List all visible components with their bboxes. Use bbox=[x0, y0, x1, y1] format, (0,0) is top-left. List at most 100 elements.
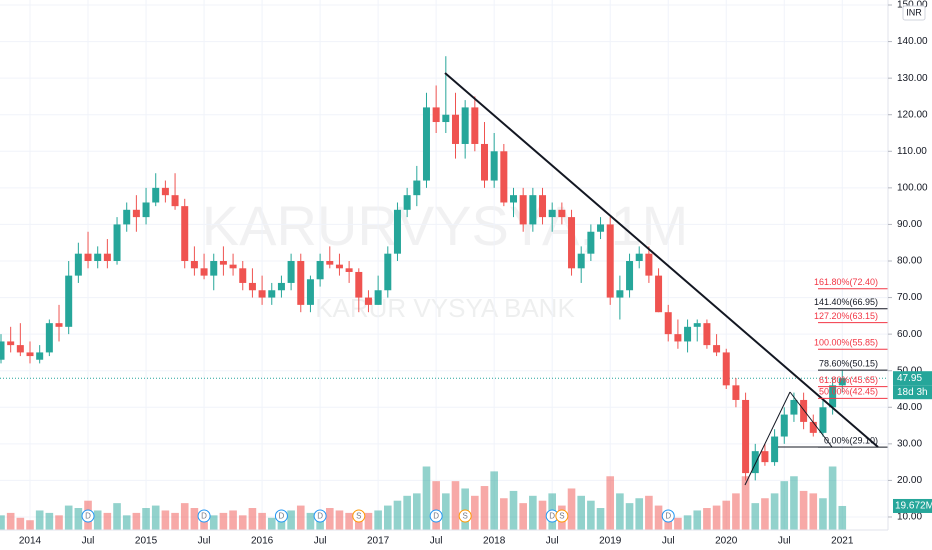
last-price: 47.95 bbox=[897, 373, 922, 384]
candle-body bbox=[326, 260, 334, 265]
volume-bar bbox=[461, 488, 469, 530]
volume-bar bbox=[828, 466, 837, 530]
y-tick-label: 150.00 bbox=[897, 0, 928, 11]
fib-label: 0.00%(29.10) bbox=[824, 436, 878, 446]
volume-bar bbox=[654, 505, 663, 530]
volume-bar bbox=[55, 515, 63, 530]
candle-body bbox=[838, 378, 846, 386]
y-tick-label: 30.00 bbox=[897, 438, 922, 449]
event-marker bbox=[555, 509, 569, 523]
volume-label: 19.672M bbox=[895, 501, 932, 512]
candle-body bbox=[819, 407, 827, 433]
volume-bar bbox=[0, 515, 5, 530]
fib-label: 127.20%(63.15) bbox=[814, 311, 878, 321]
event-marker bbox=[313, 509, 327, 523]
volume-bar bbox=[519, 503, 527, 530]
candle-body bbox=[355, 271, 363, 298]
candle-body bbox=[161, 187, 169, 196]
volume-bar bbox=[838, 505, 847, 530]
countdown-tag bbox=[893, 385, 932, 400]
volume-bar bbox=[741, 476, 750, 530]
volume-tag bbox=[893, 498, 932, 513]
volume-bar bbox=[209, 515, 218, 530]
currency-box bbox=[902, 5, 926, 21]
event-marker-label: S bbox=[356, 512, 361, 521]
event-marker bbox=[274, 509, 288, 523]
candle-body bbox=[103, 253, 111, 261]
x-tick-label: Jul bbox=[778, 536, 791, 547]
event-marker-label: D bbox=[279, 512, 285, 521]
candle-body bbox=[248, 282, 256, 291]
candle-body bbox=[0, 341, 5, 360]
y-tick-label: 90.00 bbox=[897, 219, 922, 230]
event-marker bbox=[81, 509, 95, 523]
volume-bar bbox=[722, 500, 731, 530]
candle-body bbox=[374, 290, 382, 305]
candle-body bbox=[403, 195, 411, 210]
volume-bar bbox=[6, 512, 15, 530]
candle-body bbox=[790, 399, 798, 415]
candle-body bbox=[587, 231, 595, 254]
volume-bar bbox=[393, 500, 402, 530]
candle-body bbox=[771, 436, 779, 463]
candle-body bbox=[442, 114, 450, 123]
event-marker-label: D bbox=[201, 512, 207, 521]
volume-bar bbox=[683, 515, 692, 530]
candle-body bbox=[529, 195, 537, 225]
candle-body bbox=[626, 260, 634, 291]
y-tick-label: 110.00 bbox=[897, 146, 927, 157]
candle-body bbox=[384, 253, 392, 291]
event-marker-label: D bbox=[433, 512, 439, 521]
fib-label: 100.00%(55.85) bbox=[814, 338, 878, 348]
candle-body bbox=[393, 209, 401, 254]
candle-body bbox=[190, 260, 198, 269]
event-marker-label: S bbox=[462, 512, 467, 521]
y-tick-label: 20.00 bbox=[897, 475, 922, 486]
candle-body bbox=[693, 323, 701, 327]
volume-bar bbox=[180, 503, 189, 530]
candle-body bbox=[152, 187, 160, 203]
candle-body bbox=[113, 224, 121, 261]
volume-bar bbox=[64, 505, 73, 530]
x-tick-label: 2016 bbox=[251, 536, 274, 547]
candle-body bbox=[519, 195, 527, 225]
y-tick-label: 80.00 bbox=[897, 256, 922, 267]
volume-bar bbox=[770, 493, 779, 530]
volume-bar bbox=[113, 503, 121, 530]
candle-body bbox=[364, 297, 372, 305]
candle-body bbox=[219, 260, 227, 265]
volume-bar bbox=[422, 466, 431, 530]
candle-body bbox=[684, 326, 692, 342]
candle-body bbox=[123, 209, 131, 225]
volume-bar bbox=[703, 508, 711, 530]
x-tick-label: 2018 bbox=[483, 536, 506, 547]
candle-body bbox=[577, 253, 585, 269]
candle-body bbox=[181, 206, 189, 261]
y-tick-label: 10.00 bbox=[897, 512, 922, 523]
candle-body bbox=[94, 253, 102, 261]
watermark: KARURVYSYA, 1M bbox=[202, 194, 689, 257]
volume-bar bbox=[384, 505, 392, 530]
candle-body bbox=[664, 312, 672, 335]
event-marker-label: D bbox=[85, 512, 91, 521]
candle-body bbox=[422, 107, 430, 181]
x-tick-label: Jul bbox=[662, 536, 675, 547]
x-tick-label: Jul bbox=[546, 536, 559, 547]
candle-body bbox=[277, 282, 285, 291]
volume-bar bbox=[103, 512, 112, 530]
y-tick-label: 40.00 bbox=[897, 402, 922, 413]
volume-bar bbox=[151, 505, 160, 530]
candle-body bbox=[568, 217, 576, 269]
volume-bar bbox=[287, 510, 295, 530]
candle-body bbox=[490, 151, 498, 181]
candle-body bbox=[645, 253, 653, 276]
candle-body bbox=[432, 107, 440, 123]
candles bbox=[0, 56, 846, 481]
volume-bar bbox=[799, 490, 808, 530]
candle-body bbox=[761, 451, 769, 463]
axes: 10.00 20.00 30.00 40.00 50.00 60.00 70.00 80.00… bbox=[19, 0, 928, 547]
volume-bar bbox=[35, 510, 44, 530]
volume-bar bbox=[451, 481, 460, 530]
candle-body bbox=[751, 451, 759, 474]
candle-body bbox=[413, 180, 421, 196]
